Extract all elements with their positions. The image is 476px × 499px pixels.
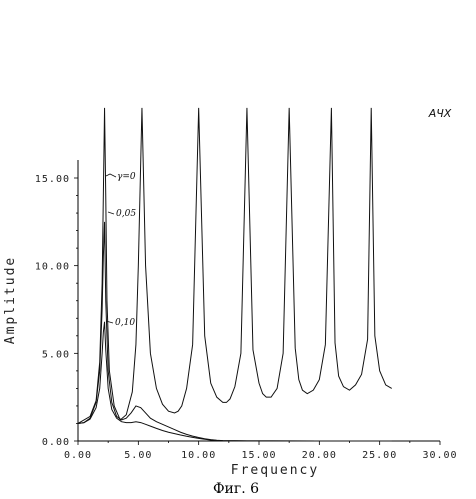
annotation-005: 0,05	[116, 209, 136, 219]
y-tick-label: 5.00	[42, 349, 70, 360]
series-line-3	[78, 322, 392, 441]
annotation-leader-010	[106, 321, 113, 323]
annotation-leader-gamma0	[106, 174, 116, 177]
series-line-2	[78, 222, 392, 441]
x-tick-label: 10.00	[181, 450, 216, 461]
x-tick-labels: 0.00 5.00 10.00 15.00 20.00 25.00 30.00	[64, 450, 458, 461]
chart-title: АЧХ	[428, 107, 452, 120]
y-tick-labels: 0.00 5.00 10.00 15.00	[35, 174, 70, 448]
annotation-gamma0: γ=0	[117, 172, 136, 182]
x-tick-label: 5.00	[124, 450, 152, 461]
annotation-010: 0,10	[115, 318, 135, 328]
figure-caption: Фиг. 6	[213, 481, 259, 497]
x-axis-label: Frequency	[231, 463, 319, 478]
series-group	[78, 108, 392, 441]
annotation-leader-005	[108, 212, 114, 214]
series-line-1	[78, 108, 392, 424]
x-tick-label: 0.00	[64, 450, 92, 461]
y-tick-label: 0.00	[42, 437, 70, 448]
y-tick-label: 10.00	[35, 262, 70, 273]
x-tick-label: 30.00	[422, 450, 457, 461]
x-tick-label: 25.00	[362, 450, 397, 461]
x-tick-label: 15.00	[241, 450, 276, 461]
y-tick-label: 15.00	[35, 174, 70, 185]
y-axis-label: Amplitude	[3, 256, 18, 344]
x-tick-label: 20.00	[302, 450, 337, 461]
